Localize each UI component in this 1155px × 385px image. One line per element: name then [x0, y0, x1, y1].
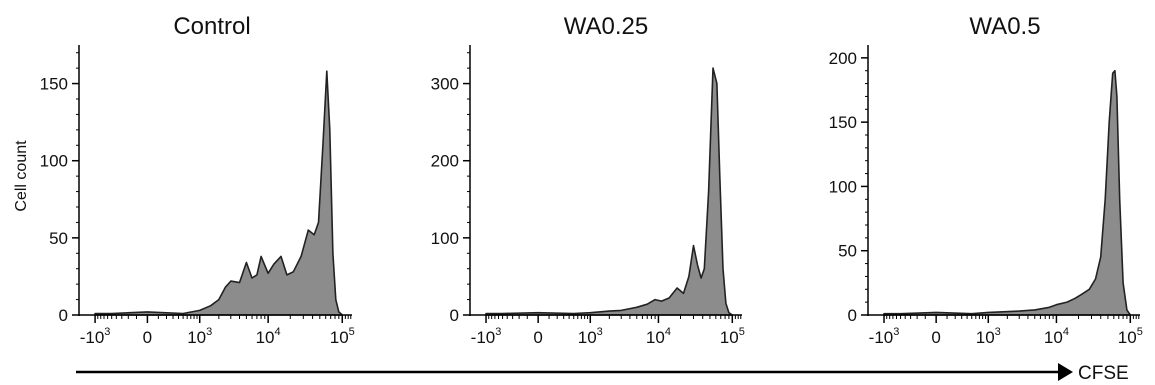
histogram-panel: Control 0 50 100 150 -103 0 103 104 105: [40, 13, 355, 347]
y-tick-label: 150: [40, 75, 68, 94]
histogram-panel: WA0.25 0 100 200 300 -103 0 103 104 105: [431, 13, 745, 347]
x-tick-label: 104: [256, 326, 281, 347]
x-tick-label: 105: [330, 326, 355, 347]
x-tick-label: 105: [720, 326, 745, 347]
histogram-panel: WA0.5 0 50 100 150 200 -103 0 103 104 105: [829, 13, 1143, 347]
y-tick-label: 100: [40, 152, 68, 171]
y-tick-label: 300: [431, 75, 459, 94]
x-tick-label: -103: [80, 326, 111, 347]
x-tick-label: 0: [931, 328, 940, 347]
x-tick-label: 105: [1118, 326, 1143, 347]
y-tick-label: 200: [829, 49, 857, 68]
x-tick-label: -103: [471, 326, 502, 347]
x-tick-label: 103: [976, 326, 1001, 347]
histogram-panels: Control 0 50 100 150 -103 0 103 104 105 WA0.25 0 100…: [40, 13, 1143, 347]
y-tick-label: 0: [450, 306, 459, 325]
x-tick-label: -103: [869, 326, 900, 347]
panel-title: WA0.25: [564, 13, 648, 40]
x-tick-label: 0: [143, 328, 152, 347]
y-tick-label: 100: [829, 177, 857, 196]
panel-title: Control: [173, 13, 250, 40]
histogram-area: [883, 69, 1132, 316]
y-tick-label: 100: [431, 229, 459, 248]
histogram-area: [485, 67, 734, 316]
y-tick-label: 50: [838, 242, 857, 261]
histogram-area: [94, 70, 344, 316]
y-tick-label: 0: [848, 306, 857, 325]
y-tick-label: 0: [59, 306, 68, 325]
x-tick-label: 0: [533, 328, 542, 347]
x-tick-label: 103: [187, 326, 212, 347]
y-tick-label: 50: [49, 229, 68, 248]
y-tick-label: 150: [829, 113, 857, 132]
panel-title: WA0.5: [969, 13, 1040, 40]
y-axis-label: Cell count: [13, 140, 30, 212]
x-tick-label: 104: [646, 326, 671, 347]
cfse-arrow-head: [1058, 363, 1073, 381]
x-tick-label: 104: [1044, 326, 1069, 347]
cfse-axis-label: CFSE: [1078, 363, 1129, 384]
y-tick-label: 200: [431, 152, 459, 171]
x-tick-label: 103: [578, 326, 603, 347]
